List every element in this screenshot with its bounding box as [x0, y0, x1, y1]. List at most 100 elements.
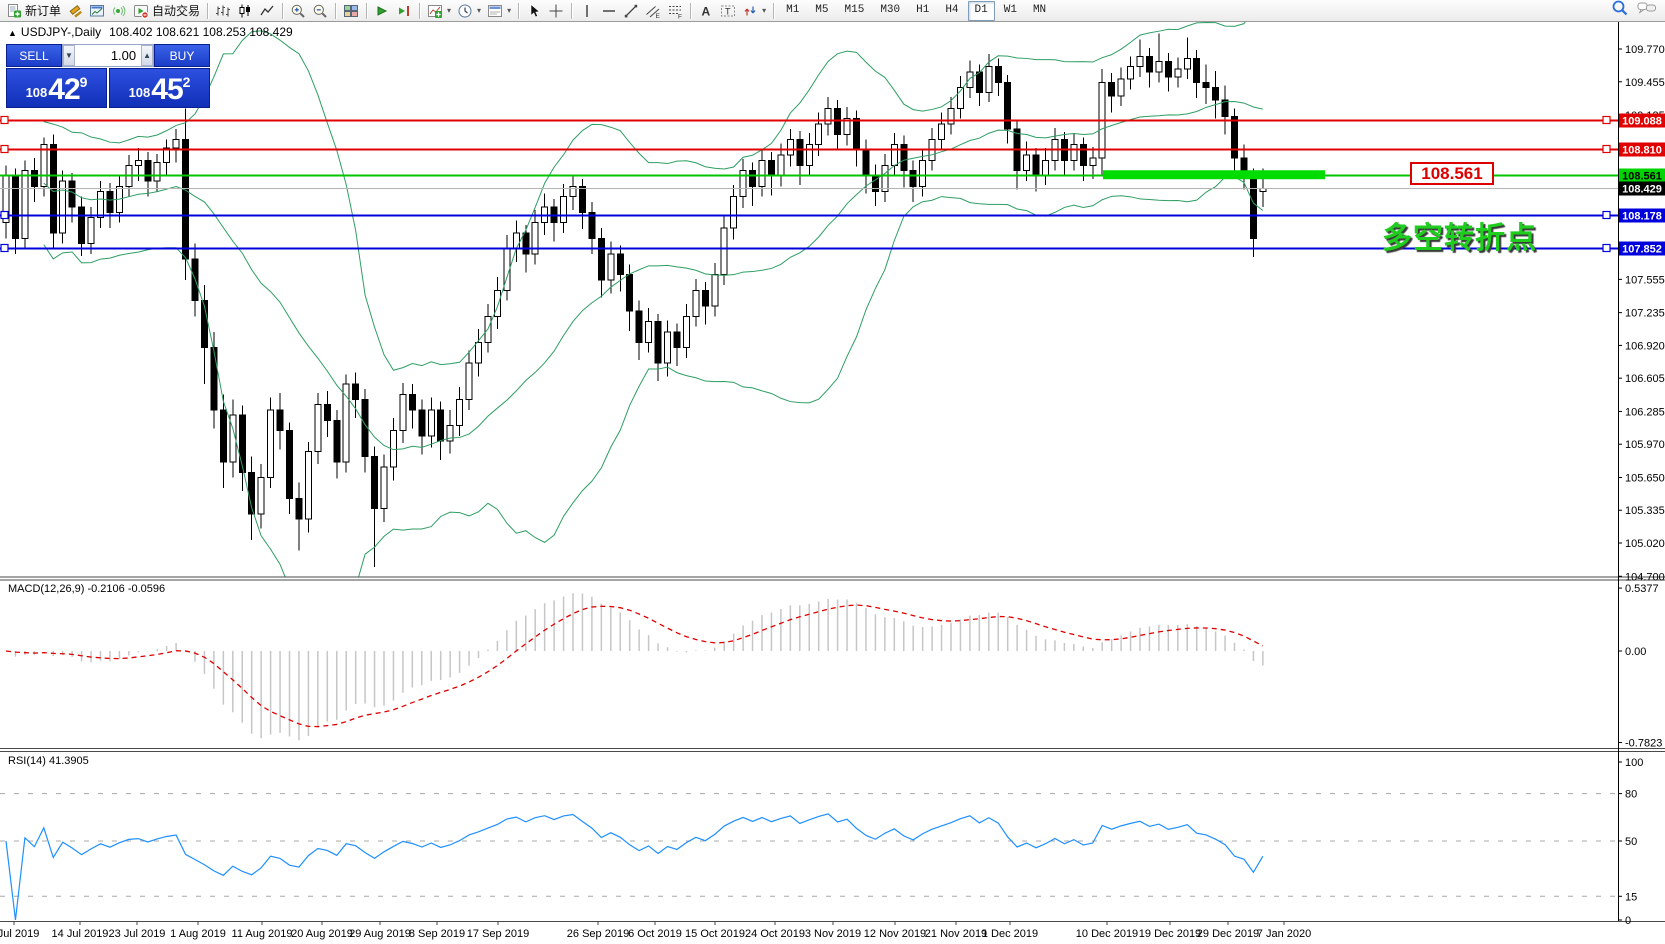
text-label-button[interactable]: T: [717, 1, 739, 21]
toolbar-separator: [366, 2, 368, 19]
text-icon: A: [698, 3, 714, 19]
templates-dropdown-icon[interactable]: ▾: [507, 6, 512, 15]
periods-dropdown-icon[interactable]: ▾: [477, 6, 482, 15]
timeframe-d1-button[interactable]: D1: [967, 0, 995, 21]
metaeditor-button[interactable]: [64, 1, 86, 21]
bar-chart-icon: [215, 3, 231, 19]
sell-price-button[interactable]: 108 42 9: [6, 68, 107, 108]
svg-text:50: 50: [1625, 836, 1637, 848]
indicators-dropdown-icon[interactable]: ▾: [447, 6, 452, 15]
arrows-icon: [742, 3, 758, 19]
price-tag: 107.852: [1619, 241, 1665, 256]
line-handle[interactable]: [0, 115, 9, 125]
macd-axis[interactable]: 0.5377 0.00 -0.7823: [1618, 583, 1662, 750]
tile-windows-button[interactable]: [340, 1, 362, 21]
crosshair-icon: [548, 3, 564, 19]
highlight-bar-object[interactable]: [1103, 170, 1325, 180]
zoom-in-button[interactable]: [287, 1, 309, 21]
periods-button[interactable]: ▾: [454, 1, 484, 21]
candle-chart-button[interactable]: [234, 1, 256, 21]
templates-button[interactable]: ▾: [484, 1, 514, 21]
fibonacci-button[interactable]: F: [664, 1, 686, 21]
timeframe-m15-button[interactable]: M15: [844, 3, 865, 16]
line-handle[interactable]: [1602, 144, 1611, 154]
autotrading-button[interactable]: 自动交易: [130, 1, 203, 21]
horizontal-line-button[interactable]: [598, 1, 620, 21]
chat-icon[interactable]: [1637, 0, 1657, 21]
svg-text:E: E: [656, 13, 661, 19]
autotrading-label: 自动交易: [152, 4, 201, 18]
svg-text:12 Nov 2019: 12 Nov 2019: [864, 928, 926, 940]
main-price-pane[interactable]: [2, 8, 1267, 622]
line-handle[interactable]: [0, 210, 9, 220]
timeframe-w1-button[interactable]: W1: [1003, 3, 1017, 16]
signals-button[interactable]: [108, 1, 130, 21]
trendline-button[interactable]: [620, 1, 642, 21]
volume-up-button[interactable]: ▲: [141, 45, 153, 66]
volume-input[interactable]: [74, 45, 142, 66]
timeframe-mn-button[interactable]: MN: [1032, 3, 1047, 16]
svg-text:10 Dec 2019: 10 Dec 2019: [1076, 928, 1138, 940]
zoom-out-button[interactable]: [309, 1, 331, 21]
rsi-pane[interactable]: [0, 793, 1618, 920]
buy-price-pips: 45: [151, 73, 183, 106]
bar-chart-button[interactable]: [212, 1, 234, 21]
search-icon[interactable]: [1611, 0, 1629, 22]
new-order-button[interactable]: 新订单: [3, 1, 64, 21]
chart-annotation-text[interactable]: 多空转折点: [1382, 222, 1537, 255]
text-button[interactable]: A: [695, 1, 717, 21]
svg-text:4 Jul 2019: 4 Jul 2019: [0, 928, 39, 940]
svg-text:105.970: 105.970: [1625, 439, 1665, 451]
chart-shift-icon: [396, 3, 412, 19]
collapse-panel-icon[interactable]: ▲: [8, 28, 17, 38]
line-handle[interactable]: [1602, 243, 1611, 253]
svg-text:23 Jul 2019: 23 Jul 2019: [109, 928, 166, 940]
sell-button[interactable]: SELL: [6, 44, 62, 67]
svg-text:106.920: 106.920: [1625, 340, 1665, 352]
charts-icon: [89, 3, 105, 19]
macd-pane[interactable]: [5, 593, 1264, 741]
rsi-axis[interactable]: 100 80 50 15 0: [1618, 757, 1643, 927]
line-handle[interactable]: [0, 243, 9, 253]
cursor-button[interactable]: [523, 1, 545, 21]
bollinger-band-line: [43, 22, 1246, 371]
arrows-button[interactable]: ▾: [739, 1, 769, 21]
toolbar-separator: [571, 2, 573, 19]
chart-title: ▲ USDJPY-,Daily 108.402 108.621 108.253 10…: [8, 25, 293, 39]
timeframe-h1-button[interactable]: H1: [916, 3, 930, 16]
chart-shift-button[interactable]: [393, 1, 415, 21]
autoscroll-button[interactable]: [371, 1, 393, 21]
svg-text:100: 100: [1625, 757, 1643, 769]
vertical-line-button[interactable]: [576, 1, 598, 21]
templates-icon: [487, 3, 503, 19]
timeframe-h4-button[interactable]: H4: [945, 3, 959, 16]
equidistant-channel-button[interactable]: E: [642, 1, 664, 21]
line-handle[interactable]: [0, 144, 9, 154]
timeframe-m5-button[interactable]: M5: [815, 3, 829, 16]
buy-price-button[interactable]: 108 45 2: [109, 68, 210, 108]
indicators-button[interactable]: ▾: [424, 1, 454, 21]
line-handle[interactable]: [1602, 115, 1611, 125]
charts-button[interactable]: [86, 1, 108, 21]
crosshair-button[interactable]: [545, 1, 567, 21]
svg-text:A: A: [702, 4, 711, 18]
macd-indicator-label: MACD(12,26,9) -0.2106 -0.0596: [8, 583, 166, 595]
price-level-label[interactable]: 108.561: [1410, 162, 1494, 185]
volume-down-button[interactable]: ▼: [63, 45, 75, 66]
symbol-period-label: USDJPY-,Daily: [20, 25, 102, 39]
timeframe-m1-button[interactable]: M1: [786, 3, 800, 16]
timeframe-m30-button[interactable]: M30: [880, 3, 901, 16]
line-handle[interactable]: [1602, 210, 1611, 220]
svg-text:108.429: 108.429: [1622, 184, 1662, 196]
svg-text:0.5377: 0.5377: [1625, 583, 1659, 595]
buy-button[interactable]: BUY: [154, 44, 210, 67]
arrows-dropdown-icon[interactable]: ▾: [762, 6, 767, 15]
toolbar-right-icons: [1611, 0, 1665, 22]
svg-text:105.020: 105.020: [1625, 538, 1665, 550]
periods-icon: [457, 3, 473, 19]
svg-text:15 Oct 2019: 15 Oct 2019: [685, 928, 745, 940]
line-chart-button[interactable]: [256, 1, 278, 21]
